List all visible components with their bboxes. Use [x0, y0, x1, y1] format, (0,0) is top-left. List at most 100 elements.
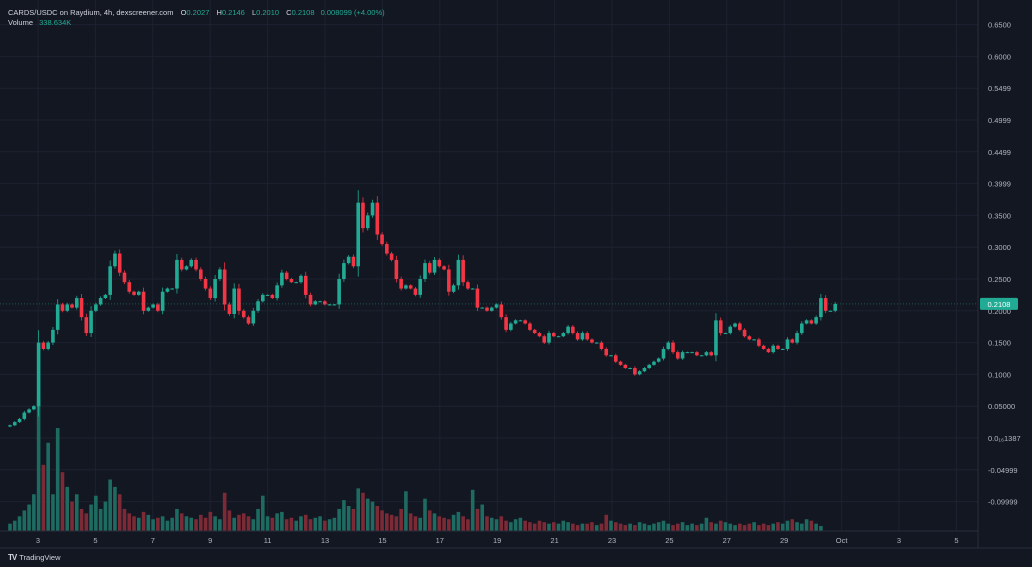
volume-bar — [776, 522, 780, 531]
volume-bar — [289, 517, 294, 531]
time-tick-label: 23 — [608, 536, 616, 545]
volume-bar — [728, 523, 733, 531]
candle-body — [442, 266, 446, 270]
tradingview-attribution[interactable]: TV TradingView — [8, 553, 61, 562]
time-tick-label: 3 — [36, 536, 40, 545]
volume-bar — [475, 508, 480, 531]
grid — [0, 0, 978, 531]
candle-body — [800, 323, 804, 334]
time-axis[interactable]: 3 5 7 9 11 13 15 17 19 21 23 25 27 29 Oct 3 5 — [36, 536, 959, 545]
candle-body — [289, 279, 294, 283]
candle-body — [418, 279, 423, 295]
candle-body — [327, 304, 332, 306]
volume-bar — [618, 523, 623, 531]
candle-body — [160, 291, 165, 311]
candle-body — [480, 307, 485, 309]
candle-body — [599, 342, 604, 349]
candle-body — [466, 282, 470, 289]
volume-bar — [380, 510, 384, 531]
volume-bar — [542, 522, 547, 531]
volume-bar — [12, 520, 17, 531]
candle-body — [175, 259, 179, 289]
price-axis[interactable]: 0.6500 0.6000 0.5499 0.4999 0.4499 0.3999 0.35… — [988, 21, 1021, 507]
volume-bar — [51, 494, 55, 531]
candle-body — [151, 304, 155, 308]
candle-body — [623, 364, 628, 369]
price-tick-label: 0.2000 — [988, 307, 1011, 316]
candle-body — [51, 329, 55, 343]
candle-body — [456, 259, 461, 286]
volume-bar — [652, 523, 656, 531]
candle-body — [203, 279, 208, 289]
volume-bar — [98, 508, 103, 531]
candle-body — [561, 333, 566, 337]
volume-bar — [456, 511, 461, 531]
candle-body — [27, 409, 31, 413]
candle-body — [270, 294, 275, 299]
candle-body — [184, 266, 189, 270]
volume-bar — [485, 516, 489, 531]
volume-bar — [666, 523, 671, 531]
volume-bar — [213, 516, 217, 531]
volume-bar — [199, 514, 203, 531]
volume-bar — [346, 506, 351, 531]
price-tick-label: 0.1000 — [988, 370, 1011, 379]
price-tick-label: 0.4499 — [988, 148, 1011, 157]
candle-body — [365, 215, 370, 229]
price-tick-label: 0.2500 — [988, 275, 1011, 284]
candle-body — [757, 339, 761, 346]
volume-bar — [561, 520, 566, 531]
volume-bar — [117, 494, 122, 531]
price-tick-label: 0.3999 — [988, 180, 1011, 189]
candle-body — [22, 412, 27, 419]
candle-body — [656, 358, 661, 362]
candle-body — [65, 304, 70, 311]
last-price-marker: 0.2108 — [0, 297, 1018, 310]
candle-body — [108, 266, 112, 295]
candle-body — [714, 320, 718, 356]
candle-body — [117, 253, 122, 273]
volume-bar — [676, 523, 680, 531]
volume-bar — [628, 523, 632, 531]
volume-bar — [437, 516, 442, 531]
time-tick-label: 5 — [954, 536, 958, 545]
time-tick-label: 29 — [780, 536, 788, 545]
volume-bar — [447, 519, 451, 531]
volume-bar — [385, 513, 389, 531]
candle-body — [136, 291, 141, 295]
candle-body — [666, 342, 671, 349]
price-tick-label: -0.09999 — [988, 498, 1018, 507]
last-price-label: 0.2108 — [988, 300, 1011, 309]
volume-bar — [241, 513, 246, 531]
candle-body — [423, 263, 427, 279]
candle-body — [733, 323, 737, 327]
low-value: 0.2010 — [256, 8, 280, 17]
candle-body — [299, 275, 303, 283]
candle-body — [404, 285, 408, 289]
high-label: H — [216, 8, 222, 17]
volume-bar — [723, 522, 728, 531]
candle-body — [103, 294, 108, 299]
candle-body — [70, 304, 74, 308]
volume-bar — [809, 520, 814, 531]
candle-body — [342, 263, 346, 279]
volume-bar — [275, 513, 279, 531]
candle-body — [575, 333, 580, 340]
high-value: 0.2146 — [221, 8, 245, 17]
candle-body — [46, 342, 50, 349]
candle-body — [165, 288, 170, 292]
candle-body — [537, 333, 542, 337]
volume-bar — [327, 519, 332, 531]
chart-legend: CARDS/USDC on Raydium, 4h, dexscreener.c… — [8, 8, 385, 28]
close-value: 0.2108 — [291, 8, 315, 17]
volume-bar — [17, 516, 22, 531]
volume-bar — [208, 511, 213, 531]
candle-body — [261, 294, 265, 302]
volume-bar — [79, 508, 84, 531]
price-tick-label: 0.3000 — [988, 243, 1011, 252]
volume-bar — [747, 523, 752, 531]
candle-body — [542, 336, 547, 343]
candle-body — [494, 304, 499, 308]
price-tick-label: 0.05000 — [988, 402, 1015, 411]
